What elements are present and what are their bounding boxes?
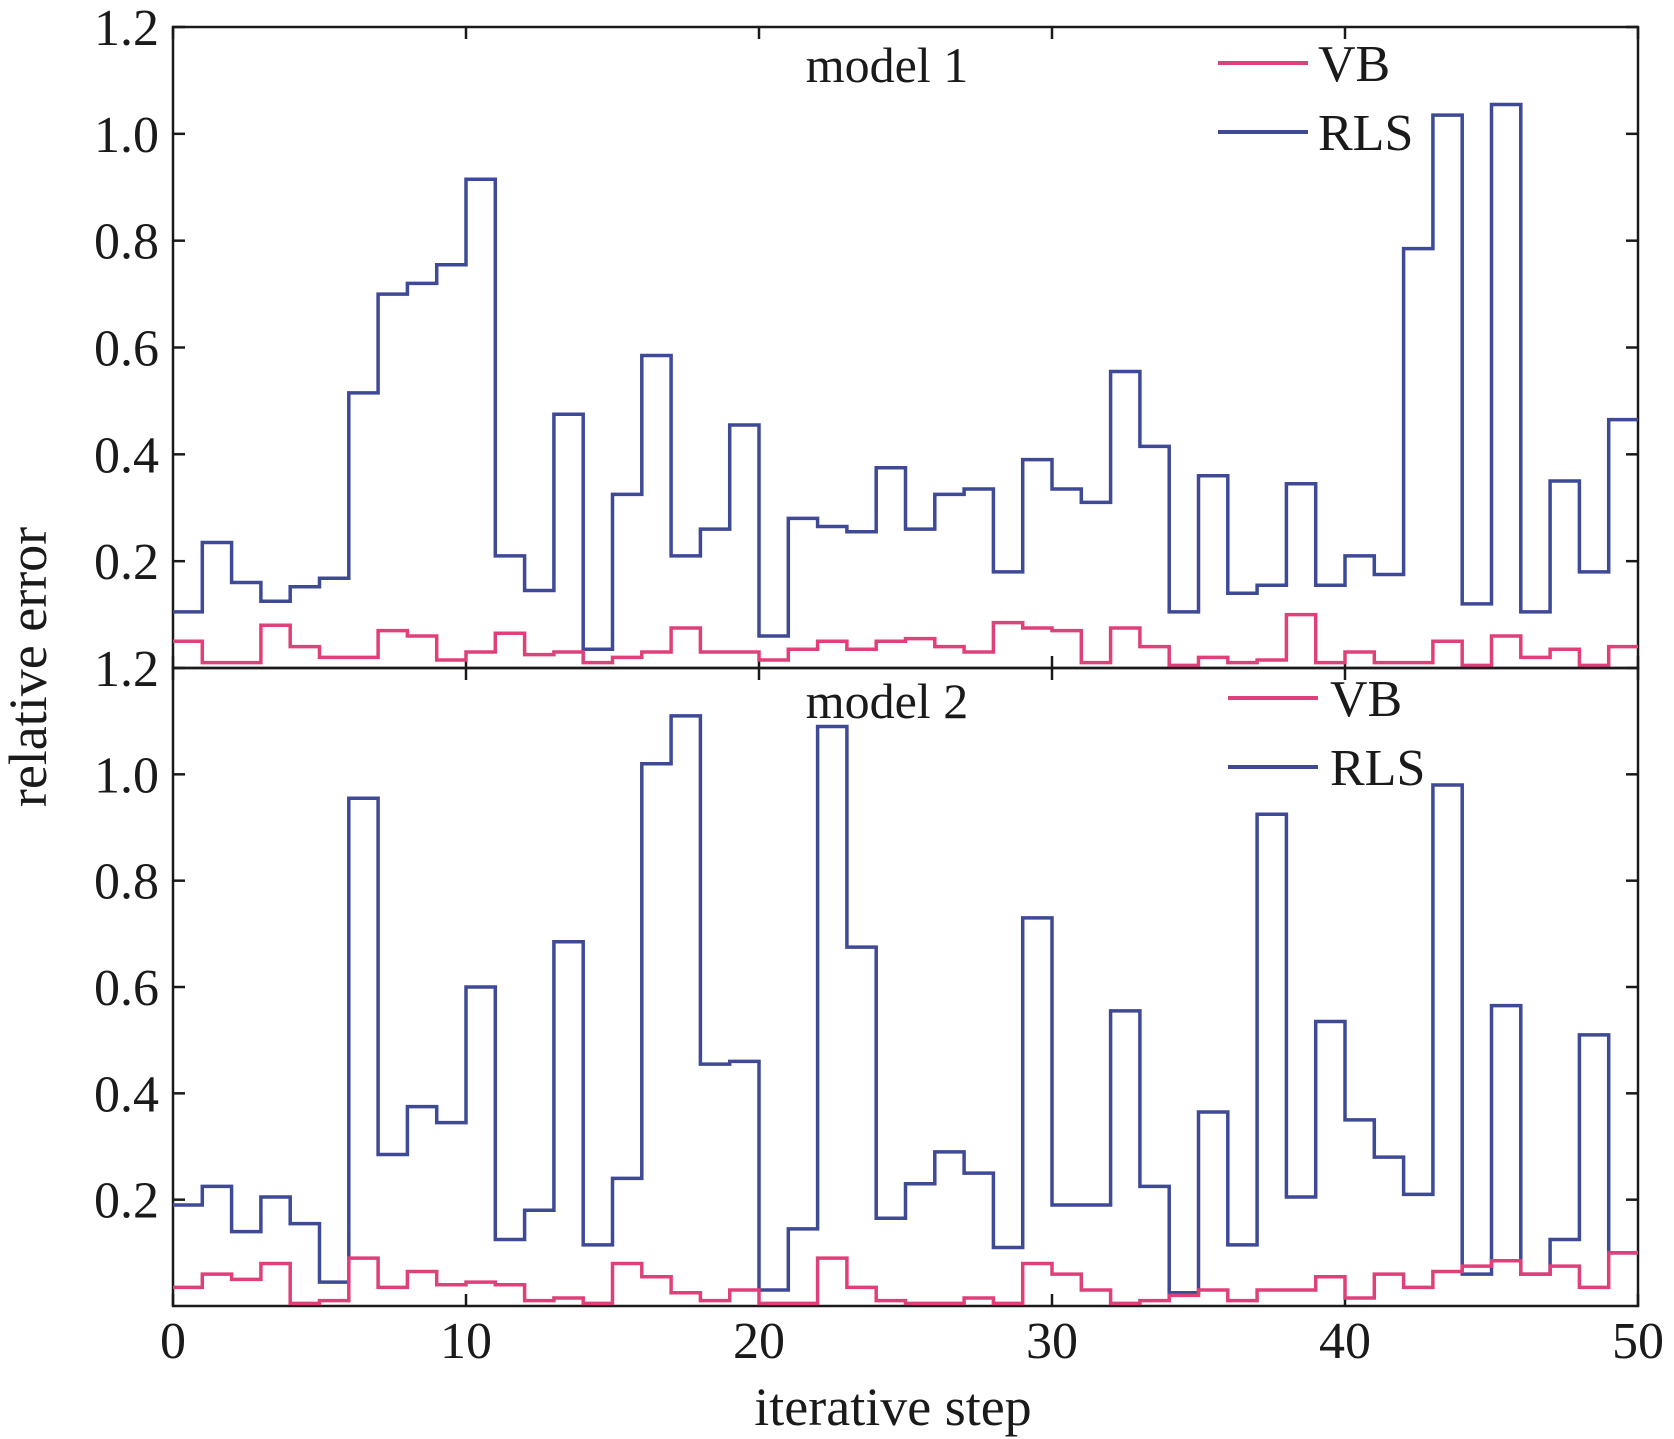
series-rls-line bbox=[173, 714, 1638, 1295]
series-vb-line bbox=[173, 1251, 1638, 1306]
legend-label-vb: VB bbox=[1318, 36, 1390, 93]
x-tick-label: 50 bbox=[1612, 1313, 1664, 1370]
y-tick-label: 1.2 bbox=[94, 641, 159, 698]
panel-2: 0.2 0.4 0.6 0.8 1.0 0 10 20 30 40 50 model 2 VB RLS bbox=[94, 666, 1664, 1370]
y-tick-label: 0.4 bbox=[94, 1066, 159, 1123]
legend-label-vb: VB bbox=[1330, 671, 1402, 728]
y-tick-label: 0.2 bbox=[94, 1173, 159, 1230]
legend-label-rls: RLS bbox=[1330, 740, 1425, 797]
y-tick-label: 0.6 bbox=[94, 321, 159, 378]
x-tick-label: 0 bbox=[160, 1313, 186, 1370]
plot-frame bbox=[171, 25, 1640, 670]
y-tick-label: 0.8 bbox=[94, 854, 159, 911]
panel-1: 1.2 0.2 0.4 0.6 0.8 1.0 1.2 model 1 VB RLS bbox=[94, 0, 1640, 698]
y-tick-label: 0.2 bbox=[94, 534, 159, 591]
y-axis-title: relative error bbox=[0, 527, 58, 807]
y-tick-label: 0.6 bbox=[94, 960, 159, 1017]
y-tick-label: 0.8 bbox=[94, 214, 159, 271]
x-axis-title: iterative step bbox=[754, 1377, 1031, 1437]
y-tick-label: 1.0 bbox=[94, 747, 159, 804]
y-tick-label: 1.0 bbox=[94, 107, 159, 164]
y-tick-label: 0.4 bbox=[94, 427, 159, 484]
panel-title: model 2 bbox=[806, 673, 968, 729]
x-tick-label: 10 bbox=[440, 1313, 492, 1370]
series-rls-line bbox=[173, 102, 1638, 652]
panel-title: model 1 bbox=[806, 37, 968, 93]
x-tick-label: 30 bbox=[1026, 1313, 1078, 1370]
legend-label-rls: RLS bbox=[1318, 105, 1413, 162]
x-tick-label: 20 bbox=[733, 1313, 785, 1370]
series-vb-line bbox=[173, 612, 1638, 668]
x-tick-label: 40 bbox=[1319, 1313, 1371, 1370]
y-tick-label: 1.2 bbox=[94, 0, 159, 57]
